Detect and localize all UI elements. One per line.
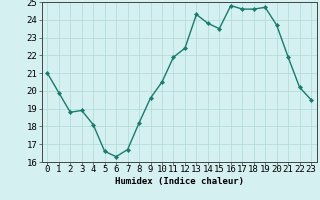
X-axis label: Humidex (Indice chaleur): Humidex (Indice chaleur) (115, 177, 244, 186)
